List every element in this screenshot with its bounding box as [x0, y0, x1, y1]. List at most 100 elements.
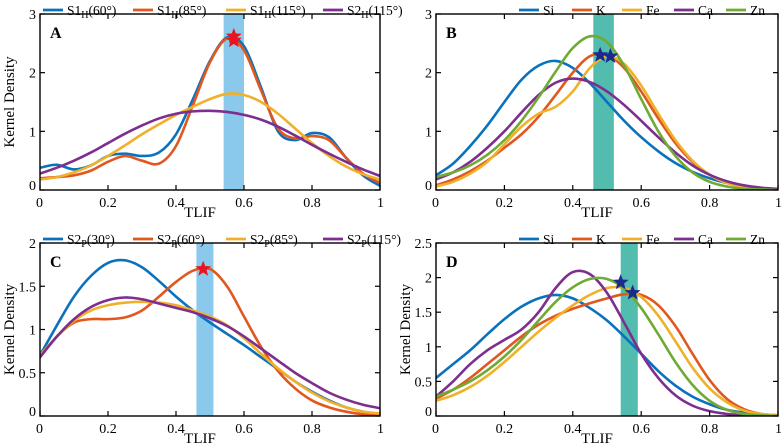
legend-label-suffix: (85°)	[270, 232, 298, 247]
y-tick-label: 0	[29, 405, 36, 420]
legend-label-main: S2	[157, 232, 171, 247]
legend-label-main: S1	[67, 3, 81, 18]
y-tick-label: 1.5	[415, 306, 433, 321]
panel-letter: D	[446, 254, 458, 271]
x-tick-label: 1	[377, 196, 384, 211]
x-tick-label: 0.6	[632, 196, 650, 211]
legend-label: S2P(30°)	[67, 232, 115, 250]
y-tick-label: 2	[425, 272, 432, 287]
y-tick-label: 2	[29, 67, 36, 82]
legend-label-subscript: H	[361, 10, 368, 21]
x-tick-label: 1	[377, 422, 384, 437]
x-tick-label: 0.8	[303, 196, 321, 211]
panel-c: 0 0.2 0.4 0.6 0.8 1 0 0.5 1 1.5 2 TLIF Kernel Densit…	[2, 232, 401, 446]
x-tick-label: 0	[432, 422, 439, 437]
series-line-s2p-115	[40, 296, 380, 410]
legend-label-suffix: (115°)	[272, 3, 306, 18]
legend-label: K	[596, 3, 606, 18]
legend-label: S2P(60°)	[157, 232, 205, 250]
legend-label-main: Fe	[646, 232, 660, 247]
legend-label: Si	[543, 3, 555, 18]
x-tick-label: 0.8	[701, 422, 719, 437]
legend-label: S2H(115°)	[347, 3, 403, 21]
legend-label: Fe	[646, 232, 660, 247]
x-tick-label: 0.8	[303, 422, 321, 437]
legend-label: Ca	[698, 232, 713, 247]
x-tick-label: 0	[432, 196, 439, 211]
y-tick-label: 2.5	[415, 237, 433, 252]
legend-label-subscript: H	[264, 10, 271, 21]
legend-label-main: S2	[250, 232, 264, 247]
legend-label: Zn	[750, 232, 765, 247]
y-tick-label: 1	[29, 125, 36, 140]
x-axis-title: TLIF	[581, 205, 613, 221]
y-tick-label: 3	[29, 8, 36, 23]
legend-label-main: S1	[157, 3, 171, 18]
x-tick-label: 1	[775, 196, 782, 211]
legend-label-main: S1	[250, 3, 264, 18]
series-line-zn	[436, 34, 778, 190]
x-axis-title: TLIF	[184, 431, 216, 446]
y-axis-title: Kernel Density	[2, 56, 18, 148]
x-tick-label: 0.2	[99, 422, 117, 437]
x-tick-label: 0.4	[564, 196, 582, 211]
series-line-fe	[436, 285, 778, 416]
y-tick-label: 0	[425, 179, 432, 194]
axes-frame	[39, 13, 381, 191]
legend-label: Ca	[698, 3, 713, 18]
series-line-zn	[436, 276, 778, 416]
y-tick-label: 1	[425, 341, 432, 356]
panel-d: 0 0.2 0.4 0.6 0.8 1 0 0.5 1 1.5 2 2.5 TLIF Kernel Den…	[398, 232, 782, 446]
x-tick-label: 0	[36, 196, 43, 211]
y-axis-title: Kernel Density	[2, 283, 18, 375]
x-axis-title: TLIF	[581, 431, 613, 446]
x-tick-label: 0.2	[496, 422, 514, 437]
y-tick-label: 1	[29, 324, 36, 339]
x-tick-label: 0.8	[701, 196, 719, 211]
legend-label-main: Ca	[698, 232, 713, 247]
legend-label-main: Ca	[698, 3, 713, 18]
peak-star-marker	[624, 284, 641, 300]
legend: Si K Fe Ca Zn	[519, 232, 765, 247]
highlight-band	[196, 243, 214, 416]
legend-label: S1H(85°)	[157, 3, 206, 21]
x-tick-label: 0	[36, 422, 43, 437]
legend-label-main: Zn	[750, 232, 765, 247]
axes-frame	[435, 242, 779, 417]
series-line-s2p-85	[40, 300, 380, 415]
series-line-s1h-85	[40, 36, 380, 185]
legend-label-main: S2	[347, 232, 361, 247]
legend-label-main: Si	[543, 3, 555, 18]
peak-star-marker	[612, 274, 629, 290]
y-tick-label: 0	[425, 405, 432, 420]
legend-label: S1H(60°)	[67, 3, 116, 21]
peak-star-marker	[225, 32, 242, 48]
peak-star-marker	[195, 260, 212, 276]
legend-label: S2P(85°)	[250, 232, 298, 250]
legend-label-main: Si	[543, 232, 555, 247]
x-tick-label: 1	[775, 422, 782, 437]
legend-label-subscript: P	[361, 239, 367, 250]
x-tick-label: 0.4	[167, 196, 185, 211]
legend-label: Zn	[750, 3, 765, 18]
legend: S2P(30°) S2P(60°) S2P(85°) S2P(115°)	[43, 232, 401, 250]
legend-label-main: Zn	[750, 3, 765, 18]
y-tick-label: 1	[425, 125, 432, 140]
legend-label-main: K	[596, 232, 606, 247]
x-tick-label: 0.6	[235, 422, 253, 437]
y-tick-label: 0	[29, 179, 36, 194]
y-tick-label: 1.5	[19, 280, 37, 295]
series-line-s2p-60	[40, 266, 380, 416]
legend-label: K	[596, 232, 606, 247]
x-tick-label: 0.6	[632, 422, 650, 437]
legend-label-subscript: H	[171, 10, 178, 21]
panel-b: 0 0.2 0.4 0.6 0.8 1 0 1 2 3 TLIF B Si K Fe Ca Zn	[425, 3, 782, 221]
y-tick-label: 2	[29, 237, 36, 252]
x-tick-label: 0.2	[99, 196, 117, 211]
legend-label-main: S2	[67, 232, 81, 247]
x-tick-label: 0.4	[167, 422, 185, 437]
y-tick-label: 3	[425, 8, 432, 23]
legend: S1H(60°) S1H(85°) S1H(115°) S2H(115°)	[43, 3, 403, 21]
